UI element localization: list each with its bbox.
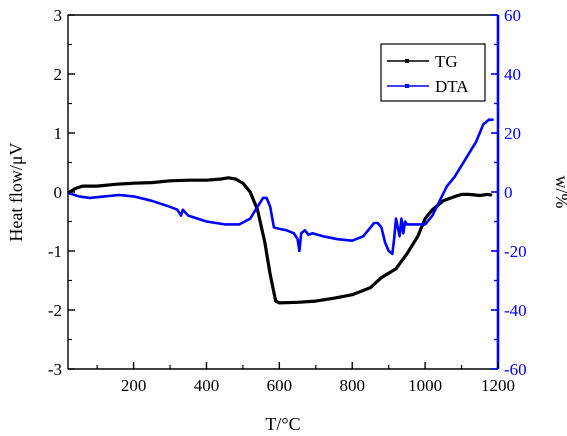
legend-box <box>380 43 486 102</box>
y-left-tick-label: -3 <box>48 360 62 379</box>
x-tick-label: 400 <box>194 376 220 395</box>
y-right-tick-label: -20 <box>504 242 527 261</box>
x-tick-label: 1200 <box>481 376 515 395</box>
legend-label-tg: TG <box>435 52 458 71</box>
y-right-tick-label: -40 <box>504 301 527 320</box>
y-left-tick-label: -2 <box>48 301 62 320</box>
x-tick-label: 800 <box>339 376 365 395</box>
series-line-tg <box>68 176 493 305</box>
x-tick-label: 1000 <box>408 376 442 395</box>
x-tick-label: 200 <box>121 376 147 395</box>
legend-marker-dta <box>405 84 409 88</box>
legend-marker-tg <box>405 59 409 63</box>
series-line-dta <box>68 118 494 256</box>
y-right-tick-label: 60 <box>504 6 521 25</box>
x-axis-title: T/°C <box>265 414 300 434</box>
legend-label-dta: DTA <box>435 77 469 96</box>
x-tick-label: 600 <box>267 376 293 395</box>
y-right-axis-title: w/% <box>552 176 567 209</box>
y-left-axis-title: Heat flow/μV <box>6 142 26 241</box>
y-right-tick-label: -60 <box>504 360 527 379</box>
y-left-tick-label: 1 <box>54 124 63 143</box>
y-right-tick-label: 0 <box>504 183 513 202</box>
y-right-tick-label: 20 <box>504 124 521 143</box>
y-right-tick-label: 40 <box>504 65 521 84</box>
y-left-tick-label: 0 <box>54 183 63 202</box>
y-left-tick-label: -1 <box>48 242 62 261</box>
y-left-tick-label: 3 <box>54 6 63 25</box>
y-left-tick-label: 2 <box>54 65 63 84</box>
